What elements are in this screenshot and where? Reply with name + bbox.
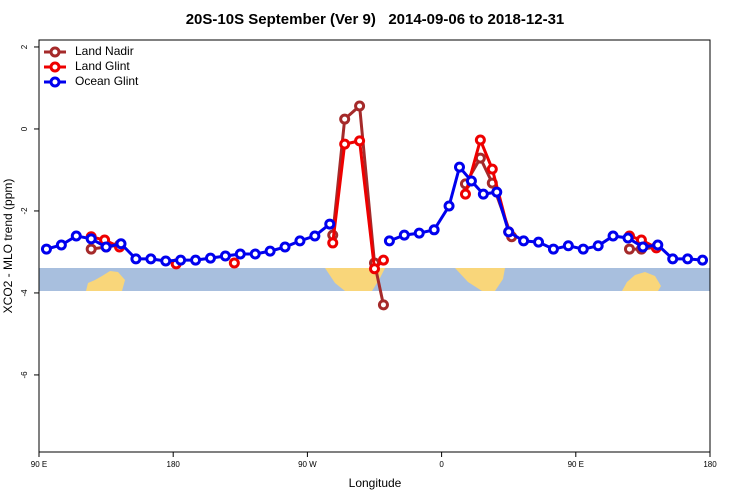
point xyxy=(228,257,240,269)
legend-marker xyxy=(49,46,61,58)
y-tick-label: 0 xyxy=(20,126,29,131)
x-tick-label: 90 W xyxy=(298,460,317,469)
land-strip xyxy=(39,268,710,291)
point xyxy=(339,138,351,150)
point xyxy=(622,232,634,244)
legend-label: Land Nadir xyxy=(75,44,134,58)
point xyxy=(413,227,425,239)
point xyxy=(398,229,410,241)
point xyxy=(70,230,82,242)
point xyxy=(354,100,366,112)
point xyxy=(637,241,649,253)
point xyxy=(294,235,306,247)
x-tick-label: 180 xyxy=(167,460,181,469)
point xyxy=(369,263,380,275)
y-tick-label: 2 xyxy=(20,44,29,49)
plot-frame xyxy=(38,39,711,453)
point xyxy=(623,243,635,255)
point xyxy=(474,134,486,146)
point xyxy=(453,161,465,173)
point xyxy=(279,241,291,253)
point xyxy=(486,163,498,175)
point xyxy=(547,243,559,255)
point xyxy=(339,113,351,125)
y-tick-label: -6 xyxy=(20,371,29,379)
point xyxy=(115,238,127,250)
point xyxy=(85,233,97,245)
point xyxy=(324,218,336,230)
y-tick-label: -4 xyxy=(20,289,29,297)
point xyxy=(219,250,231,262)
legend-marker xyxy=(49,76,61,88)
point xyxy=(327,237,339,249)
legend-marker xyxy=(49,61,61,73)
point xyxy=(477,188,489,200)
point xyxy=(160,255,172,267)
point xyxy=(377,254,389,266)
point xyxy=(85,243,97,255)
point xyxy=(55,239,67,251)
y-axis-label: XCO2 - MLO trend (ppm) xyxy=(1,179,15,314)
point xyxy=(130,253,142,265)
chart-title: 20S-10S September (Ver 9) 2014-09-06 to … xyxy=(186,11,565,28)
point xyxy=(652,239,664,251)
point xyxy=(518,235,530,247)
x-tick-label: 0 xyxy=(439,460,444,469)
point xyxy=(459,188,471,200)
point xyxy=(607,230,619,242)
point xyxy=(249,248,261,260)
x-axis-label: Longitude xyxy=(349,476,402,490)
point xyxy=(175,254,187,266)
point xyxy=(465,175,477,187)
point xyxy=(264,245,276,257)
point xyxy=(40,243,52,255)
point xyxy=(503,226,515,238)
point xyxy=(443,200,455,212)
point xyxy=(383,235,395,247)
point xyxy=(562,240,574,252)
point xyxy=(100,241,112,253)
point xyxy=(190,254,202,266)
point xyxy=(204,252,216,264)
point xyxy=(491,186,503,198)
legend-label: Ocean Glint xyxy=(75,74,139,88)
x-tick-label: 180 xyxy=(703,460,717,469)
point xyxy=(697,254,709,266)
point xyxy=(592,240,604,252)
x-tick-label: 90 E xyxy=(568,460,584,469)
point xyxy=(234,248,246,260)
point xyxy=(377,299,389,311)
point xyxy=(667,253,679,265)
x-tick-label: 90 E xyxy=(31,460,47,469)
point xyxy=(577,243,589,255)
point xyxy=(533,236,545,248)
y-tick-label: -2 xyxy=(20,207,29,215)
point xyxy=(145,253,157,265)
point xyxy=(354,135,366,147)
legend-label: Land Glint xyxy=(75,59,130,73)
point xyxy=(428,224,440,236)
point xyxy=(682,253,694,265)
point xyxy=(309,230,321,242)
